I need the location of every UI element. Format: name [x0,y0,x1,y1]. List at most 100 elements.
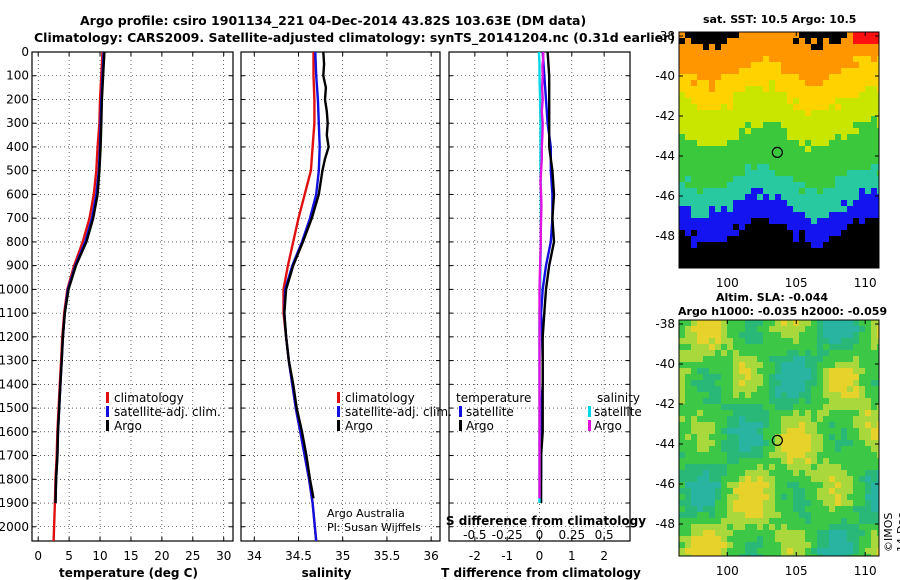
map-cell [727,242,733,248]
map-cell [679,128,685,134]
map-cell [835,494,841,500]
map-cell [835,500,841,506]
map-cell [703,140,709,146]
map-cell [703,164,709,170]
map-cell [793,116,799,122]
map-cell [757,122,763,128]
map-cell [853,422,859,428]
map-cell [685,62,691,68]
map-cell [733,434,739,440]
map-cell [727,152,733,158]
map-cell [757,470,763,476]
map-cell [805,452,811,458]
map-cell [835,104,841,110]
map-cell [775,38,781,44]
map-cell [877,386,879,392]
map-cell [799,218,805,224]
map-cell [841,260,847,266]
map-cell [769,362,775,368]
map-cell [787,44,793,50]
map-cell [757,242,763,248]
map-cell [793,50,799,56]
map-cell [877,146,879,152]
map-cell [853,482,859,488]
map-cell [817,554,823,556]
map-cell [769,368,775,374]
map-cell [835,374,841,380]
series-line-s-argo [538,51,545,499]
map-cell [787,122,793,128]
map-cell [799,338,805,344]
map-cell [853,488,859,494]
map-cell [805,386,811,392]
map-cell [769,458,775,464]
map-cell [697,230,703,236]
map-cell [679,158,685,164]
map-cell [805,320,811,326]
map-cell [721,410,727,416]
map-cell [727,128,733,134]
map-cell [769,326,775,332]
map-cell [841,410,847,416]
map-cell [757,218,763,224]
map-cell [841,254,847,260]
map-cell [769,512,775,518]
map-cell [811,38,817,44]
map-cell [757,512,763,518]
map-cell [841,368,847,374]
map-cell [877,140,879,146]
map-cell [697,242,703,248]
map-cell [715,146,721,152]
map-cell [847,182,853,188]
map-cell [781,206,787,212]
map-cell [745,242,751,248]
map-cell [787,326,793,332]
map-cell [769,386,775,392]
map-cell [877,380,879,386]
map-cell [871,380,877,386]
map-cell [751,458,757,464]
map-cell [685,506,691,512]
map-cell [769,548,775,554]
map-cell [835,476,841,482]
map-cell [877,452,879,458]
map-cell [751,110,757,116]
x-tick-label: 0 [536,549,544,563]
map-cell [859,254,865,260]
map-cell [859,206,865,212]
map-cell [787,158,793,164]
map-cell [841,152,847,158]
map-cell [769,422,775,428]
map-cell [811,86,817,92]
map-cell [793,146,799,152]
map-cell [685,242,691,248]
map-cell [751,440,757,446]
map-cell [775,188,781,194]
map-cell [805,224,811,230]
map-cell [859,440,865,446]
map-cell [829,140,835,146]
map-cell [679,470,685,476]
map-cell [733,524,739,530]
map-cell [751,518,757,524]
map-cell [829,356,835,362]
map-cell [811,170,817,176]
map-cell [751,332,757,338]
map-cell [679,86,685,92]
map-cell [835,362,841,368]
map-cell [853,404,859,410]
map-cell [691,74,697,80]
map-cell [703,50,709,56]
map-cell [739,512,745,518]
map-cell [757,404,763,410]
map-cell [865,332,871,338]
map-cell [811,98,817,104]
x-tick-label: 5 [65,549,73,563]
map-cell [715,254,721,260]
map-cell [877,182,879,188]
map-cell [679,62,685,68]
map-cell [853,362,859,368]
map-cell [769,482,775,488]
x-axis-label: salinity [302,566,352,580]
map-cell [751,236,757,242]
